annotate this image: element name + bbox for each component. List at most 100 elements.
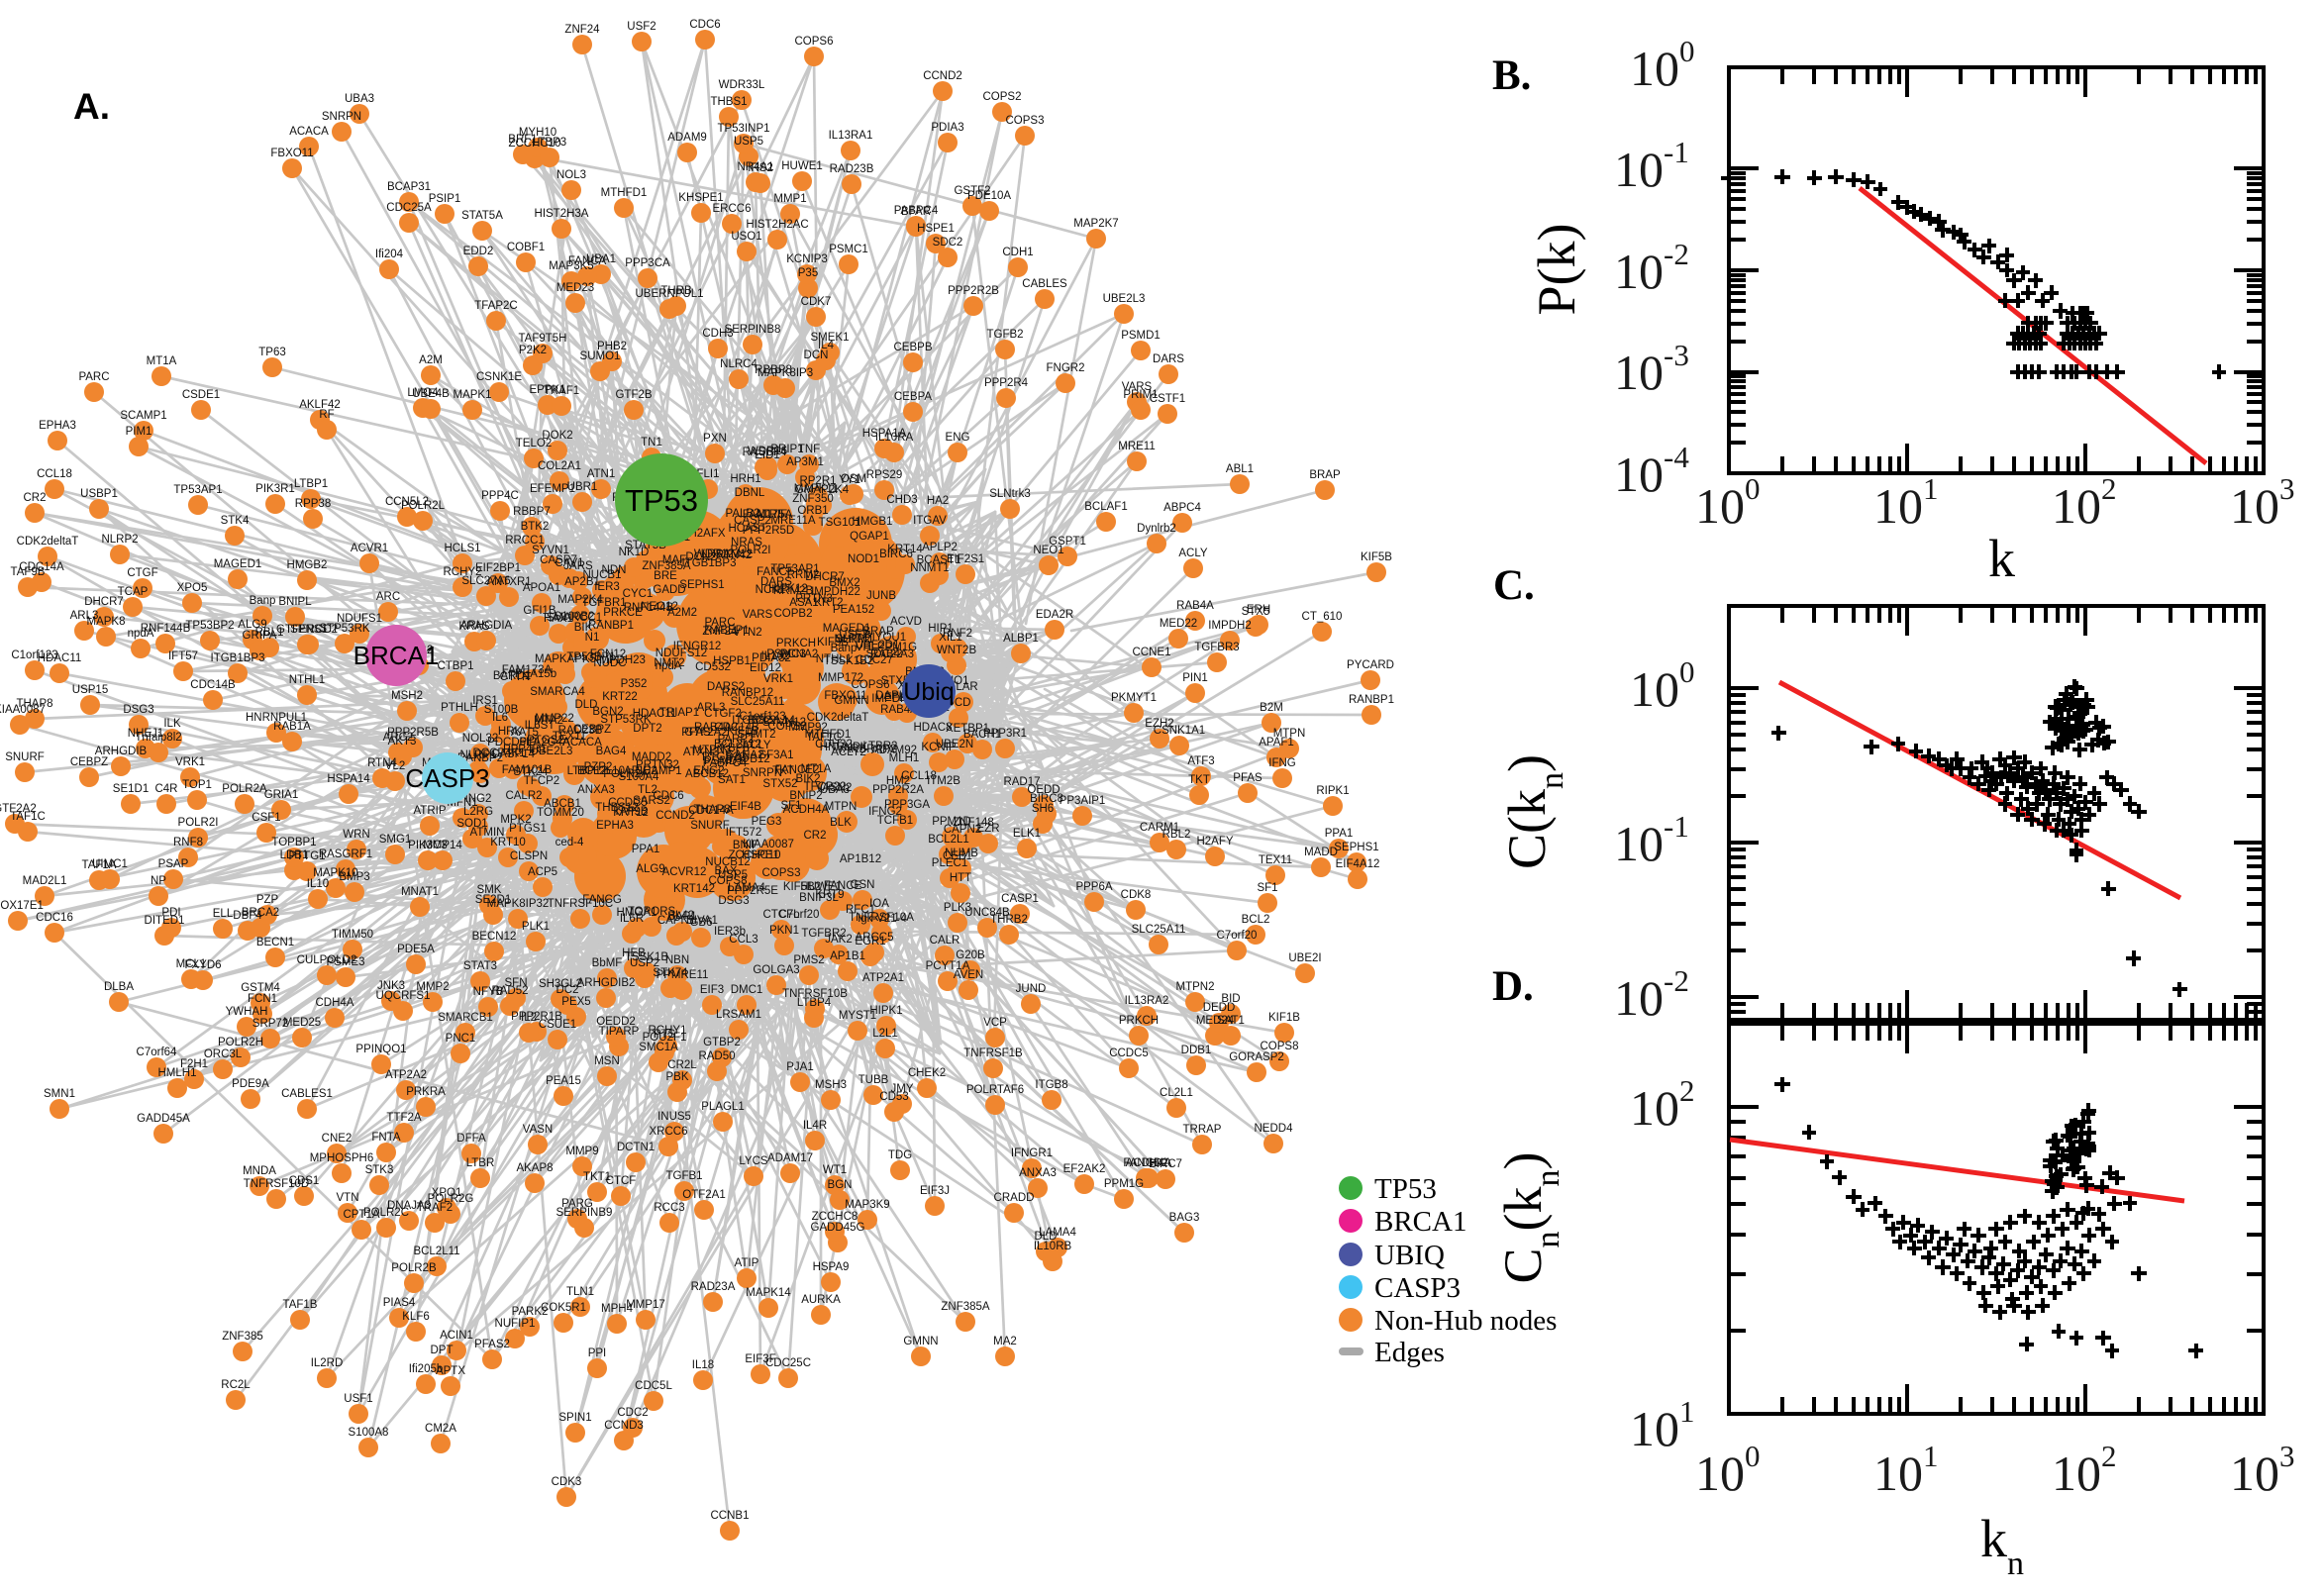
svg-text:SHMT2: SHMT2 [738,729,776,741]
svg-text:C7orf20: C7orf20 [779,909,820,921]
svg-text:PIAS4: PIAS4 [383,1297,416,1309]
svg-text:POLR2I: POLR2I [178,817,219,829]
svg-text:PPINQO1: PPINQO1 [355,1044,406,1055]
svg-text:BACH1: BACH1 [963,729,1001,741]
svg-text:CEBPZ: CEBPZ [573,724,611,736]
svg-text:PSAP: PSAP [158,858,189,870]
svg-text:ACDH4A: ACDH4A [1126,1157,1172,1169]
svg-text:CDH4A: CDH4A [316,997,354,1009]
svg-text:NUCB1: NUCB1 [583,569,622,581]
svg-text:MAD2L1: MAD2L1 [23,875,67,887]
svg-text:TP53INP1: TP53INP1 [717,123,769,135]
svg-text:CULPOLD2: CULPOLD2 [297,954,357,966]
svg-text:NHEJ1: NHEJ1 [128,728,163,740]
svg-text:GADD45A: GADD45A [137,1113,190,1125]
svg-text:ARCC5: ARCC5 [856,932,894,944]
svg-text:103: 103 [2230,1439,2295,1501]
svg-text:ELL: ELL [213,908,234,920]
svg-text:PLK1: PLK1 [522,921,550,933]
svg-text:RANBP1: RANBP1 [588,620,634,632]
svg-text:RASGRF1: RASGRF1 [319,848,372,860]
svg-text:XETBP1: XETBP1 [946,723,989,735]
svg-text:PIK3C3: PIK3C3 [408,840,448,851]
svg-text:TRIAP1: TRIAP1 [659,707,699,719]
svg-text:STK4: STK4 [221,515,250,527]
svg-text:AP2B1: AP2B1 [564,576,600,588]
svg-text:SLC25A11: SLC25A11 [731,696,785,708]
svg-text:PCNA2: PCNA2 [780,648,818,660]
svg-text:ERH: ERH [1247,604,1270,616]
svg-text:CR2: CR2 [803,830,826,842]
svg-text:TEX11: TEX11 [1259,854,1292,866]
svg-text:RAD50: RAD50 [698,1050,735,1062]
svg-text:SCAMP1: SCAMP1 [120,410,166,422]
svg-text:RAD52: RAD52 [491,985,528,997]
svg-text:CDC2: CDC2 [617,1407,648,1419]
svg-text:APLP2: APLP2 [922,542,958,553]
svg-text:L2L1: L2L1 [872,1028,898,1040]
svg-text:SF1: SF1 [780,800,801,812]
svg-text:PSMC1: PSMC1 [829,244,868,255]
svg-text:GTFERCC2: GTFERCC2 [276,624,338,636]
svg-text:GORASP2: GORASP2 [1229,1051,1284,1063]
svg-text:NEO1: NEO1 [1033,545,1063,556]
svg-text:RTN4: RTN4 [367,757,397,769]
svg-text:CSNK1A1: CSNK1A1 [1154,725,1205,737]
svg-text:MPH4: MPH4 [601,1303,634,1315]
svg-text:PXN: PXN [703,433,727,445]
svg-text:XPO1: XPO1 [432,1187,462,1199]
svg-text:RRM2: RRM2 [787,569,820,581]
svg-text:NUCB12: NUCB12 [705,856,750,868]
svg-text:Ubiq: Ubiq [903,678,954,706]
svg-text:SIVA1: SIVA1 [686,915,718,927]
svg-text:XRCC6: XRCC6 [650,1126,688,1138]
svg-text:ZCCHC10: ZCCHC10 [728,849,780,861]
svg-text:npdA: npdA [128,628,154,640]
svg-text:PSMD12: PSMD12 [704,755,750,767]
svg-text:KRT14: KRT14 [887,544,923,555]
svg-text:PTHLH: PTHLH [441,702,478,714]
svg-text:H2AFY: H2AFY [1196,836,1233,848]
svg-text:STAT3: STAT3 [463,960,497,972]
svg-text:IRS1: IRS1 [472,695,498,707]
svg-text:UBA1: UBA1 [586,253,616,265]
svg-text:MAP2K7: MAP2K7 [1073,218,1118,230]
svg-text:HSPA1A: HSPA1A [862,428,907,440]
svg-text:FXYD6: FXYD6 [184,959,221,971]
svg-text:PARC: PARC [78,371,109,383]
svg-text:CNE2: CNE2 [322,1133,353,1145]
svg-text:BRAP: BRAP [1309,469,1341,481]
svg-text:RF: RF [319,409,334,421]
svg-text:TCAP: TCAP [118,586,149,598]
svg-text:EIF4B: EIF4B [730,801,761,813]
svg-text:CCND3: CCND3 [604,1420,644,1432]
svg-text:ARL3: ARL3 [70,610,99,622]
svg-text:ZNF24: ZNF24 [564,24,600,36]
svg-text:DEDD: DEDD [1203,1002,1236,1014]
svg-text:FANCF: FANCF [757,566,794,578]
svg-text:HRK: HRK [498,726,523,738]
svg-text:ITM2B: ITM2B [927,775,960,787]
svg-text:SEPHS1: SEPHS1 [679,579,724,591]
svg-text:DBF4: DBF4 [233,910,262,922]
svg-text:TN1: TN1 [641,437,662,449]
svg-text:101: 101 [1873,471,1939,534]
svg-text:SRP72: SRP72 [252,1018,288,1030]
svg-text:CARM1: CARM1 [1140,822,1179,834]
svg-text:H2AFX: H2AFX [688,528,725,540]
svg-text:RCC3: RCC3 [654,1202,684,1214]
svg-text:CASP7: CASP7 [540,554,577,566]
svg-text:PARC: PARC [704,617,735,629]
svg-text:PEA152: PEA152 [833,604,874,616]
svg-text:GRIPA: GRIPA [243,630,277,642]
svg-text:SMARCC1: SMARCC1 [547,612,602,624]
svg-text:HSPB1: HSPB1 [713,655,751,667]
svg-text:SCAMP1: SCAMP1 [635,765,681,777]
svg-text:PPP2R4: PPP2R4 [984,377,1029,389]
svg-text:OEDD: OEDD [1027,784,1060,796]
svg-text:BECN12: BECN12 [472,931,517,943]
svg-text:POLR2C: POLR2C [363,1207,409,1219]
svg-text:NK1D: NK1D [619,547,650,558]
svg-text:NR4A1: NR4A1 [737,161,773,173]
svg-text:UBE4B: UBE4B [412,388,450,400]
